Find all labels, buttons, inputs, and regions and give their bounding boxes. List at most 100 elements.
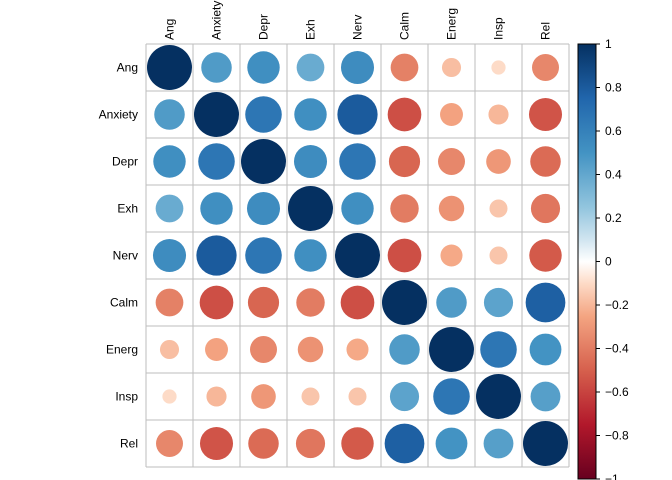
correlation-circle-rel-exh: Rel / Exh: -0.42 [295, 428, 326, 459]
column-labels: Ang Anxiety Depr Exh Nerv Calm Energ Insp Rel [163, 1, 553, 40]
correlation-circle-depr-anxiety: Depr / Anxiety: 0.66 [198, 143, 235, 180]
correlation-circle-depr-energ: Depr / Energ: -0.36 [438, 148, 465, 175]
correlation-circle-nerv-insp: Nerv / Insp: -0.16 [489, 246, 508, 265]
column-label-anxiety: Anxiety [210, 1, 224, 40]
correlation-circle-anxiety-insp: Anxiety / Insp: -0.2 [488, 104, 509, 125]
correlation-circle-calm-depr: Calm / Depr: -0.48 [247, 286, 280, 319]
column-label-rel: Rel [539, 22, 553, 40]
row-label-ang: Ang [117, 61, 138, 75]
column-label-depr: Depr [257, 14, 271, 40]
correlation-circle-insp-insp: Insp / Insp: 1 [476, 374, 521, 419]
correlation-circle-calm-rel: Calm / Rel: 0.78 [525, 282, 566, 323]
row-label-exh: Exh [117, 202, 138, 216]
correlation-circle-exh-energ: Exh / Energ: -0.32 [438, 195, 465, 222]
color-legend: 1 0.8 0.6 0.4 0.2 0 −0.2 −0.4 −0.6 −0.8 −1 [577, 37, 629, 480]
correlation-circle-calm-nerv: Calm / Nerv: -0.56 [340, 285, 375, 320]
correlation-circle-rel-anxiety: Rel / Anxiety: -0.54 [199, 426, 234, 461]
correlation-circle-anxiety-anxiety: Anxiety / Anxiety: 1 [194, 92, 239, 137]
correlation-circle-rel-depr: Rel / Depr: -0.46 [248, 428, 279, 459]
correlation-circle-anxiety-nerv: Anxiety / Nerv: 0.8 [337, 94, 378, 135]
correlation-circle-ang-exh: Ang / Exh: 0.38 [296, 53, 325, 82]
correlation-circle-depr-insp: Depr / Insp: -0.3 [486, 149, 511, 174]
correlation-circle-depr-nerv: Depr / Nerv: 0.66 [339, 143, 376, 180]
correlation-circle-calm-energ: Calm / Energ: 0.46 [436, 287, 467, 318]
correlation-circle-exh-nerv: Exh / Nerv: 0.52 [341, 192, 374, 225]
color-bar [578, 44, 596, 479]
correlation-circle-exh-rel: Exh / Rel: -0.42 [530, 193, 561, 224]
correlation-circle-rel-nerv: Rel / Nerv: -0.52 [341, 427, 374, 460]
correlation-circle-nerv-anxiety: Nerv / Anxiety: 0.8 [196, 235, 237, 276]
row-label-energ: Energ [106, 343, 138, 357]
correlation-circle-calm-ang: Calm / Ang: -0.38 [155, 288, 184, 317]
correlation-circle-nerv-ang: Nerv / Ang: 0.54 [152, 238, 187, 273]
correlation-circle-depr-depr: Depr / Depr: 1 [241, 139, 286, 184]
correlation-circle-rel-insp: Rel / Insp: 0.44 [483, 428, 514, 459]
correlation-circle-ang-ang: Ang / Ang: 1 [147, 45, 192, 90]
correlation-circle-exh-exh: Exh / Exh: 1 [288, 186, 333, 231]
correlation-circle-anxiety-depr: Anxiety / Depr: 0.66 [245, 96, 282, 133]
legend-tick-label: 0 [605, 255, 612, 269]
legend-tick-label: 1 [605, 37, 612, 51]
row-label-rel: Rel [120, 437, 138, 451]
correlation-circle-depr-calm: Depr / Calm: -0.48 [388, 145, 421, 178]
correlation-circle-anxiety-rel: Anxiety / Rel: -0.54 [528, 97, 563, 132]
correlation-circle-nerv-calm: Nerv / Calm: -0.56 [387, 238, 422, 273]
correlation-circle-nerv-rel: Nerv / Rel: -0.52 [529, 239, 562, 272]
correlation-circle-energ-nerv: Energ / Nerv: -0.24 [346, 338, 369, 361]
correlation-circle-energ-rel: Energ / Rel: 0.5 [529, 333, 562, 366]
correlation-circle-exh-insp: Exh / Insp: -0.16 [489, 199, 508, 218]
correlation-circle-calm-insp: Calm / Insp: 0.42 [483, 287, 514, 318]
column-label-calm: Calm [398, 12, 412, 40]
legend-tick-label: −1 [605, 472, 619, 480]
correlation-circle-anxiety-ang: Anxiety / Ang: 0.46 [154, 99, 185, 130]
correlation-circle-rel-rel: Rel / Rel: 1 [523, 421, 568, 466]
correlation-circle-exh-anxiety: Exh / Anxiety: 0.52 [200, 192, 233, 225]
correlation-circle-insp-exh: Insp / Exh: -0.16 [301, 387, 320, 406]
legend-tick-label: 0.4 [605, 168, 622, 182]
correlation-circle-insp-ang: Insp / Ang: -0.1 [162, 389, 177, 404]
correlation-circle-energ-exh: Energ / Exh: -0.32 [297, 336, 324, 363]
legend-tick-label: −0.6 [605, 385, 629, 399]
legend-tick-label: 0.8 [605, 81, 622, 95]
correlation-circle-exh-calm: Exh / Calm: -0.4 [390, 194, 419, 223]
correlation-circles: Ang / Ang: 1 Ang / Anxiety: 0.46 Ang / Dep… [147, 45, 568, 466]
correlation-circle-nerv-energ: Nerv / Energ: -0.24 [440, 244, 463, 267]
correlation-circle-ang-insp: Ang / Insp: -0.1 [491, 60, 506, 75]
row-label-nerv: Nerv [113, 249, 138, 263]
correlation-circle-calm-exh: Calm / Exh: -0.4 [296, 288, 325, 317]
correlation-circle-exh-depr: Exh / Depr: 0.54 [246, 191, 281, 226]
correlation-circle-calm-anxiety: Calm / Anxiety: -0.56 [199, 285, 234, 320]
correlation-circle-rel-ang: Rel / Ang: -0.36 [156, 430, 183, 457]
row-label-anxiety: Anxiety [99, 108, 138, 122]
legend-tick-label: 0.2 [605, 211, 622, 225]
correlation-circle-insp-nerv: Insp / Nerv: -0.16 [348, 387, 367, 406]
row-label-insp: Insp [115, 390, 138, 404]
correlation-circle-ang-nerv: Ang / Nerv: 0.54 [340, 50, 375, 85]
correlation-circle-ang-anxiety: Ang / Anxiety: 0.46 [201, 52, 232, 83]
correlation-circle-nerv-depr: Nerv / Depr: 0.66 [245, 237, 282, 274]
correlation-circle-insp-depr: Insp / Depr: -0.3 [251, 384, 276, 409]
row-labels: Ang Anxiety Depr Exh Nerv Calm Energ Insp Rel [99, 61, 139, 451]
correlation-circle-insp-energ: Insp / Energ: 0.66 [433, 378, 470, 415]
correlation-circle-ang-calm: Ang / Calm: -0.38 [390, 53, 419, 82]
correlation-circle-depr-ang: Depr / Ang: 0.52 [153, 145, 186, 178]
row-label-calm: Calm [110, 296, 138, 310]
legend-tick-label: −0.4 [605, 342, 629, 356]
legend-tick-label: 0.6 [605, 124, 622, 138]
legend-tick-label: −0.2 [605, 298, 629, 312]
correlation-circle-nerv-exh: Nerv / Exh: 0.52 [294, 239, 327, 272]
legend-tick-label: −0.8 [605, 429, 629, 443]
correlation-circle-energ-ang: Energ / Ang: -0.18 [159, 339, 180, 360]
correlation-circle-energ-calm: Energ / Calm: 0.46 [389, 334, 420, 365]
correlation-circle-insp-anxiety: Insp / Anxiety: -0.2 [206, 386, 227, 407]
correlation-circle-ang-depr: Ang / Depr: 0.52 [247, 51, 280, 84]
correlation-circle-nerv-nerv: Nerv / Nerv: 1 [335, 233, 380, 278]
correlation-circle-ang-rel: Ang / Rel: -0.36 [532, 54, 559, 81]
correlation-circle-energ-energ: Energ / Energ: 1 [429, 327, 474, 372]
correlation-circle-energ-anxiety: Energ / Anxiety: -0.26 [205, 338, 228, 361]
correlation-circle-anxiety-calm: Anxiety / Calm: -0.56 [387, 97, 422, 132]
correlation-circle-depr-rel: Depr / Rel: -0.46 [530, 146, 561, 177]
column-label-nerv: Nerv [351, 15, 365, 40]
correlation-circle-ang-energ: Ang / Energ: -0.18 [441, 57, 462, 78]
